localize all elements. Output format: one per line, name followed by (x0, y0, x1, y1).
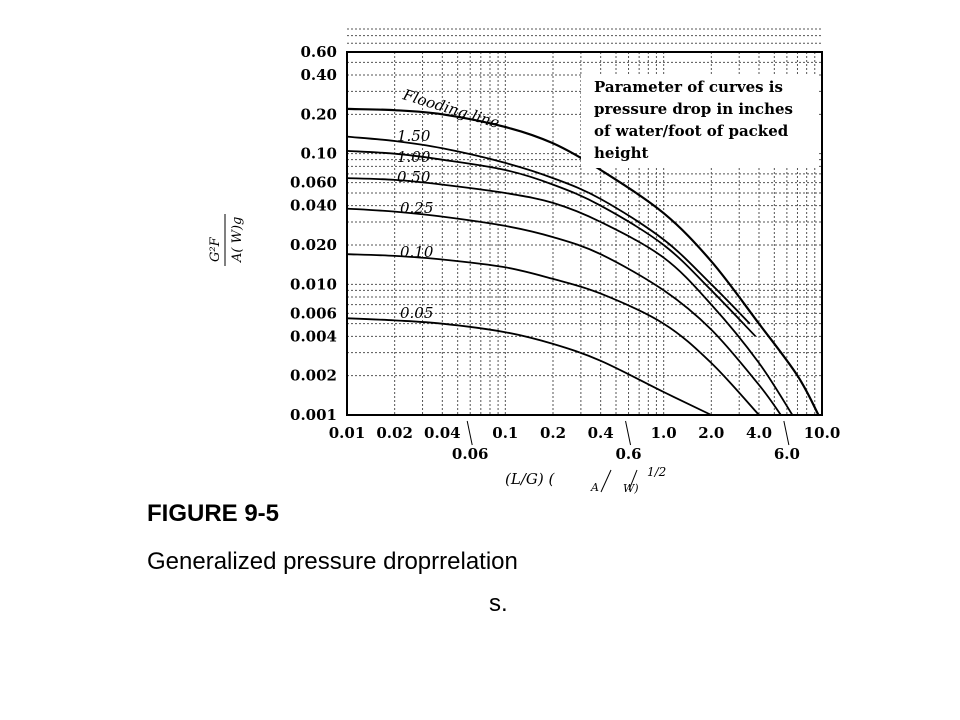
y-tick-label: 0.060 (290, 174, 337, 192)
x-axis-label-exponent: 1/2 (647, 465, 666, 479)
annotation-line-4: height (594, 144, 649, 162)
annotation-line-1: Parameter of curves is (594, 78, 783, 96)
x-axis-label-main: (L/G) ( (505, 470, 555, 488)
x-tick-label: 0.6 (615, 445, 641, 463)
x-tick-label: 4.0 (746, 424, 772, 442)
series-curve-0-10 (346, 253, 760, 416)
x-tick-leader (783, 420, 790, 446)
annotation-line-3: of water/foot of packed (594, 122, 789, 140)
x-tick-label: 0.02 (376, 424, 413, 442)
x-tick-leader (466, 420, 473, 446)
x-tick-label: 1.0 (651, 424, 677, 442)
series-label-1-50: 1.50 (397, 127, 431, 145)
y-tick-label: 0.40 (300, 66, 337, 84)
y-tick-label: 0.010 (290, 275, 337, 293)
x-tick-label: 0.04 (424, 424, 461, 442)
y-tick-label: 0.001 (290, 406, 337, 424)
annotation-line-2: pressure drop in inches (594, 100, 793, 118)
x-axis-label-slash (600, 469, 612, 493)
y-tick-labels: 0.60 0.40 0.20 0.10 0.060 0.040 0.020 0.010 0.00… (290, 43, 337, 424)
series-curve-0-25 (346, 207, 782, 416)
x-tick-label: 0.2 (540, 424, 566, 442)
x-tick-label: 0.1 (492, 424, 518, 442)
y-tick-label: 0.020 (290, 236, 337, 254)
y-axis-label-numerator: G²F (208, 236, 223, 262)
y-tick-label: 0.006 (290, 304, 337, 322)
figure-label: FIGURE 9-5 (147, 500, 280, 527)
series-curve-1-50 (346, 135, 751, 325)
x-axis-label: (L/G) ( A W) 1/2 (505, 465, 666, 495)
y-tick-label: 0.040 (290, 197, 337, 215)
series-curve-1-00 (346, 150, 757, 337)
figure-caption-continuation: s. (489, 590, 508, 617)
y-tick-label: 0.10 (300, 145, 337, 163)
series-label-0-10: 0.10 (400, 243, 434, 261)
series-curve-0-50 (346, 177, 794, 416)
annotation-box: Parameter of curves is pressure drop in … (581, 74, 819, 168)
y-tick-label: 0.004 (290, 327, 337, 345)
series-curve-flooding-line (346, 107, 820, 416)
y-tick-label: 0.20 (300, 105, 337, 123)
series-label-0-25: 0.25 (400, 199, 433, 217)
y-tick-label: 0.60 (300, 43, 337, 61)
y-axis-label: G²F A( W)g (208, 214, 245, 266)
series-label-1-00: 1.00 (397, 148, 431, 166)
y-axis-label-denominator: A( W)g (230, 217, 245, 263)
x-tick-label: 0.06 (452, 445, 489, 463)
x-tick-labels: 0.01 0.02 0.04 0.1 0.2 0.4 1.0 2.0 4.0 10.0 0.06 0.… (329, 420, 841, 463)
plot-frame (346, 51, 823, 416)
series-label-0-05: 0.05 (400, 304, 433, 322)
x-tick-label: 10.0 (804, 424, 841, 442)
chart-curves (346, 107, 820, 416)
x-axis-label-sub1: A (590, 481, 599, 494)
x-axis-label-sub2: W) (623, 482, 639, 495)
series-label-flooding: Flooding line (400, 85, 502, 132)
x-tick-label: 0.01 (329, 424, 366, 442)
series-curve-0-05 (346, 317, 712, 416)
x-tick-label: 2.0 (698, 424, 724, 442)
x-tick-label: 6.0 (774, 445, 800, 463)
series-label-0-50: 0.50 (397, 168, 431, 186)
x-tick-label: 0.4 (588, 424, 614, 442)
figure-caption: Generalized pressure droprrelation (147, 548, 518, 575)
y-tick-label: 0.002 (290, 367, 337, 385)
x-axis-label-slash-2 (628, 469, 638, 491)
x-tick-leader (625, 420, 632, 446)
